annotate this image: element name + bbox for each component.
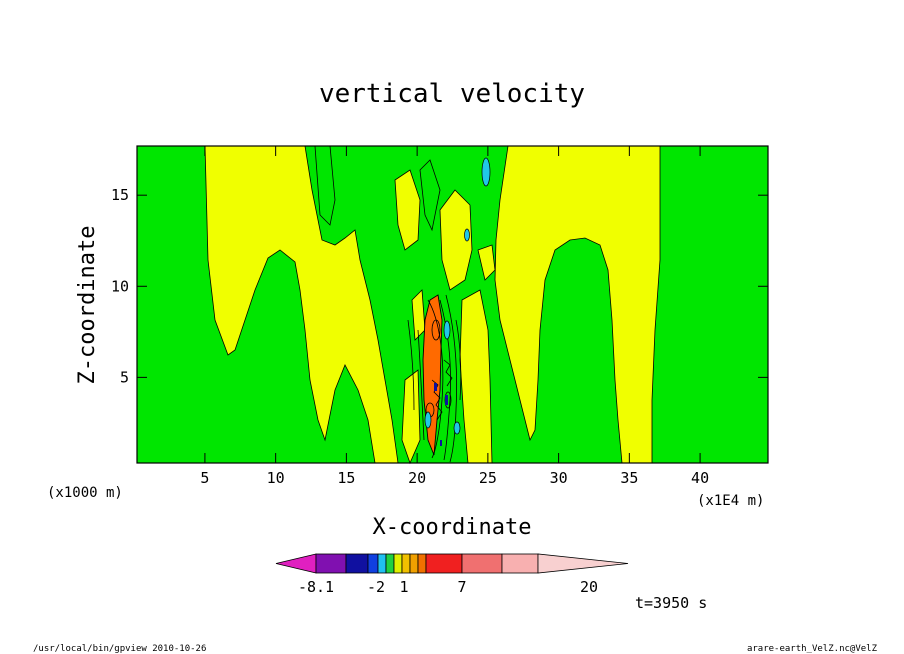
x-axis-label: X-coordinate	[373, 515, 532, 540]
colorbar-label: -8.1	[298, 578, 334, 596]
strong-downdraft-streaks	[434, 383, 448, 446]
colorbar-segment	[393, 553, 403, 574]
x-tick-label: 15	[337, 469, 355, 487]
downdraft-spots	[424, 157, 491, 435]
colorbar-label: 20	[580, 578, 598, 596]
x-tick-label: 5	[200, 469, 209, 487]
green-islands	[314, 145, 441, 232]
colorbar-segment	[401, 553, 411, 574]
plot-frame	[136, 145, 769, 464]
x-tick-label: 40	[691, 469, 709, 487]
colorbar-segment	[425, 553, 463, 574]
colorbar-segment	[417, 553, 427, 574]
y-tick-label: 15	[111, 186, 129, 204]
colorbar-arrow-max	[537, 553, 629, 574]
x-scale-label: (x1000 m)	[47, 485, 123, 501]
colorbar-segment	[377, 553, 387, 574]
x-tick-label: 10	[267, 469, 285, 487]
y-axis-label: Z-coordinate	[75, 226, 100, 385]
colorbar-segment	[367, 553, 379, 574]
plot-area: 5 10 15 20 25 30 35 40 5 10 15	[111, 145, 769, 487]
x-tick-label: 20	[408, 469, 426, 487]
x-unit-label: (x1E4 m)	[697, 493, 764, 509]
footer-left: /usr/local/bin/gpview 2010-10-26	[33, 644, 206, 654]
colorbar-segment	[315, 553, 347, 574]
x-tick-label: 30	[550, 469, 568, 487]
colorbar-segment	[461, 553, 503, 574]
colorbar-segment	[409, 553, 419, 574]
footer-right: arare-earth_VelZ.nc@VelZ	[747, 644, 878, 654]
y-tick-label: 5	[120, 368, 129, 386]
colorbar: -8.1 -2 1 7 20	[275, 553, 629, 596]
colorbar-label: 1	[399, 578, 408, 596]
axes: 5 10 15 20 25 30 35 40 5 10 15	[111, 146, 768, 487]
x-tick-label: 35	[620, 469, 638, 487]
chart-title: vertical velocity	[319, 79, 585, 109]
colorbar-arrow-min	[275, 553, 317, 574]
turbulent-contours	[407, 294, 462, 463]
time-label: t=3950 s	[635, 594, 707, 612]
colorbar-segment	[501, 553, 539, 574]
y-tick-label: 10	[111, 277, 129, 295]
colorbar-segment	[345, 553, 369, 574]
colorbar-label: -2	[367, 578, 385, 596]
positive-velocity-regions	[204, 145, 661, 465]
colorbar-label: 7	[457, 578, 466, 596]
colorbar-segment	[385, 553, 395, 574]
x-tick-label: 25	[479, 469, 497, 487]
